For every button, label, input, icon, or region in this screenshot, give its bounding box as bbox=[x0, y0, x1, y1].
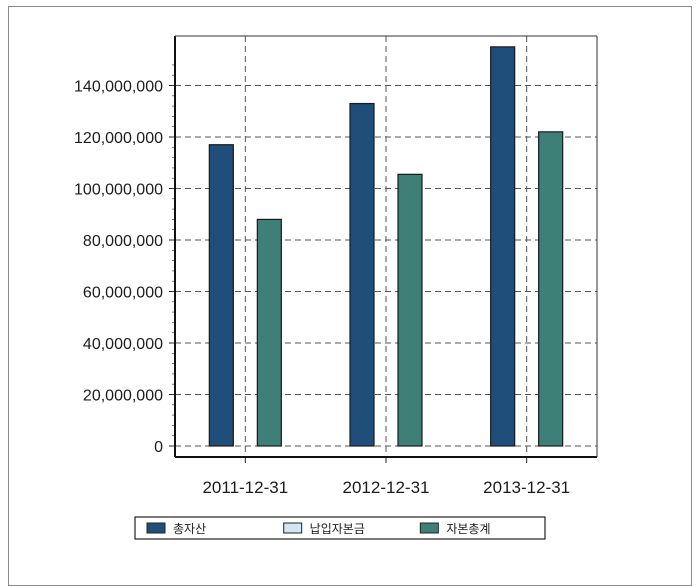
bar bbox=[538, 131, 564, 447]
legend-box bbox=[134, 516, 546, 540]
x-tick-label: 2011-12-31 bbox=[202, 478, 288, 497]
legend-label: 총자산 bbox=[173, 522, 206, 536]
y-tick-label: 60,000,000 bbox=[83, 285, 163, 302]
y-tick-label: 120,000,000 bbox=[74, 130, 163, 147]
y-tick-label: 0 bbox=[154, 439, 163, 456]
x-tick-label: 2013-12-31 bbox=[483, 478, 570, 497]
legend-swatch bbox=[419, 522, 439, 534]
legend-label: 납입자본금 bbox=[310, 522, 365, 536]
legend: 총자산 납입자본금 자본총계 bbox=[134, 516, 546, 540]
bar-layer bbox=[208, 46, 564, 447]
bar bbox=[256, 218, 282, 447]
y-tick-label: 100,000,000 bbox=[74, 182, 163, 199]
x-tick-label: 2012-12-31 bbox=[343, 478, 430, 497]
y-tick-label: 40,000,000 bbox=[83, 336, 163, 353]
y-tick-label: 80,000,000 bbox=[83, 233, 163, 250]
bar bbox=[349, 102, 375, 447]
bar bbox=[397, 173, 423, 447]
bar bbox=[490, 46, 516, 447]
legend-swatch bbox=[146, 522, 166, 534]
axis-layer bbox=[169, 35, 598, 463]
bar-chart: 0 20,000,000 40,000,000 60,000,000 80,000,00… bbox=[74, 35, 598, 540]
grid-layer bbox=[175, 36, 597, 457]
bar bbox=[208, 144, 234, 447]
label-layer: 0 20,000,000 40,000,000 60,000,000 80,000,00… bbox=[74, 79, 570, 498]
legend-swatch bbox=[283, 522, 303, 534]
y-tick-label: 20,000,000 bbox=[83, 388, 163, 405]
legend-label: 자본총계 bbox=[446, 522, 490, 536]
y-tick-label: 140,000,000 bbox=[74, 79, 163, 96]
